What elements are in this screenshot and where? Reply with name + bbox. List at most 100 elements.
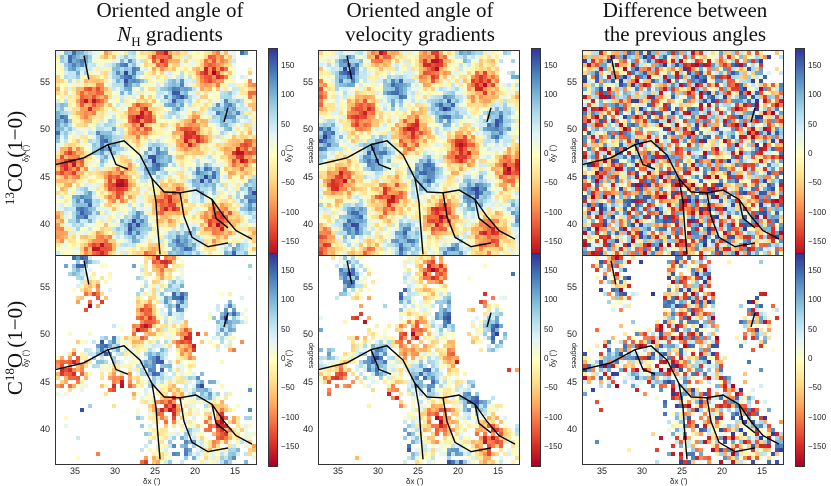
heatmap-cell — [327, 59, 331, 63]
heatmap-cell — [232, 167, 236, 171]
heatmap-cell — [128, 179, 132, 183]
heatmap-cell — [319, 67, 323, 71]
heatmap-cell — [56, 87, 60, 91]
heatmap-cell — [228, 183, 232, 187]
heatmap-cell — [152, 123, 156, 127]
heatmap-cell — [156, 67, 160, 71]
heatmap-cell — [491, 239, 495, 243]
heatmap-cell — [391, 115, 395, 119]
heatmap-cell — [319, 59, 323, 63]
heatmap-cell — [228, 131, 232, 135]
heatmap-cell — [212, 191, 216, 195]
heatmap-cell — [72, 103, 76, 107]
heatmap-cell — [375, 123, 379, 127]
heatmap-cell — [367, 183, 371, 187]
heatmap-cell — [455, 211, 459, 215]
heatmap-cell — [124, 163, 128, 167]
heatmap-cell — [459, 83, 463, 87]
heatmap-cell — [56, 183, 60, 187]
heatmap-cell — [136, 67, 140, 71]
heatmap-cell — [152, 83, 156, 87]
heatmap-cell — [371, 59, 375, 63]
heatmap-cell — [176, 127, 180, 131]
heatmap-cell — [176, 131, 180, 135]
heatmap-cell — [192, 175, 196, 179]
heatmap-cell — [467, 115, 471, 119]
heatmap-cell — [355, 155, 359, 159]
heatmap-cell — [60, 111, 64, 115]
heatmap-cell — [112, 71, 116, 75]
heatmap-cell — [224, 95, 228, 99]
heatmap-cell — [164, 75, 168, 79]
heatmap-cell — [395, 159, 399, 163]
heatmap-cell — [104, 179, 108, 183]
heatmap-cell — [116, 171, 120, 175]
heatmap-cell — [76, 235, 80, 239]
heatmap-cell — [427, 159, 431, 163]
heatmap-cell — [499, 175, 503, 179]
heatmap-cell — [104, 127, 108, 131]
heatmap-cell — [116, 95, 120, 99]
heatmap-cell — [423, 147, 427, 151]
heatmap-cell — [371, 231, 375, 235]
heatmap-cell — [459, 63, 463, 67]
heatmap-cell — [56, 107, 60, 111]
heatmap-cell — [355, 63, 359, 67]
heatmap-cell — [395, 119, 399, 123]
heatmap-cell — [459, 163, 463, 167]
heatmap-cell — [431, 231, 435, 235]
heatmap-cell — [371, 111, 375, 115]
heatmap-cell — [68, 143, 72, 147]
heatmap-cell — [411, 119, 415, 123]
heatmap-cell — [204, 171, 208, 175]
heatmap-cell — [108, 55, 112, 59]
heatmap-cell — [88, 71, 92, 75]
heatmap-cell — [196, 127, 200, 131]
heatmap-cell — [391, 219, 395, 223]
heatmap-cell — [451, 115, 455, 119]
heatmap-cell — [216, 211, 220, 215]
heatmap-cell — [132, 203, 136, 207]
heatmap-cell — [68, 75, 72, 79]
heatmap-cell — [451, 95, 455, 99]
heatmap-cell — [132, 223, 136, 227]
heatmap-cell — [335, 131, 339, 135]
heatmap-cell — [351, 127, 355, 131]
heatmap-cell — [200, 247, 204, 251]
heatmap-cell — [208, 239, 212, 243]
heatmap-cell — [319, 187, 323, 191]
heatmap-cell — [80, 83, 84, 87]
heatmap-cell — [483, 55, 487, 59]
heatmap-cell — [224, 91, 228, 95]
heatmap-cell — [96, 103, 100, 107]
heatmap-cell — [164, 55, 168, 59]
heatmap-cell — [431, 171, 435, 175]
heatmap-cell — [168, 67, 172, 71]
heatmap-cell — [156, 59, 160, 63]
heatmap-cell — [92, 243, 96, 247]
heatmap-cell — [427, 211, 431, 215]
heatmap-cell — [359, 139, 363, 143]
heatmap-cell — [204, 123, 208, 127]
heatmap-cell — [351, 123, 355, 127]
heatmap-cell — [459, 131, 463, 135]
heatmap-cell — [136, 159, 140, 163]
heatmap-cell — [323, 75, 327, 79]
heatmap-cell — [487, 131, 491, 135]
heatmap-cell — [423, 219, 427, 223]
heatmap-cell — [331, 235, 335, 239]
heatmap-cell — [403, 95, 407, 99]
heatmap-cell — [431, 223, 435, 227]
heatmap-cell — [399, 179, 403, 183]
heatmap-cell — [88, 231, 92, 235]
heatmap-cell — [84, 235, 88, 239]
heatmap-cell — [463, 231, 467, 235]
heatmap-cell — [112, 119, 116, 123]
heatmap-cell — [172, 63, 176, 67]
heatmap-cell — [224, 147, 228, 151]
heatmap-cell — [347, 79, 351, 83]
heatmap-cell — [136, 143, 140, 147]
heatmap-cell — [383, 171, 387, 175]
heatmap-cell — [395, 115, 399, 119]
heatmap-cell — [359, 83, 363, 87]
